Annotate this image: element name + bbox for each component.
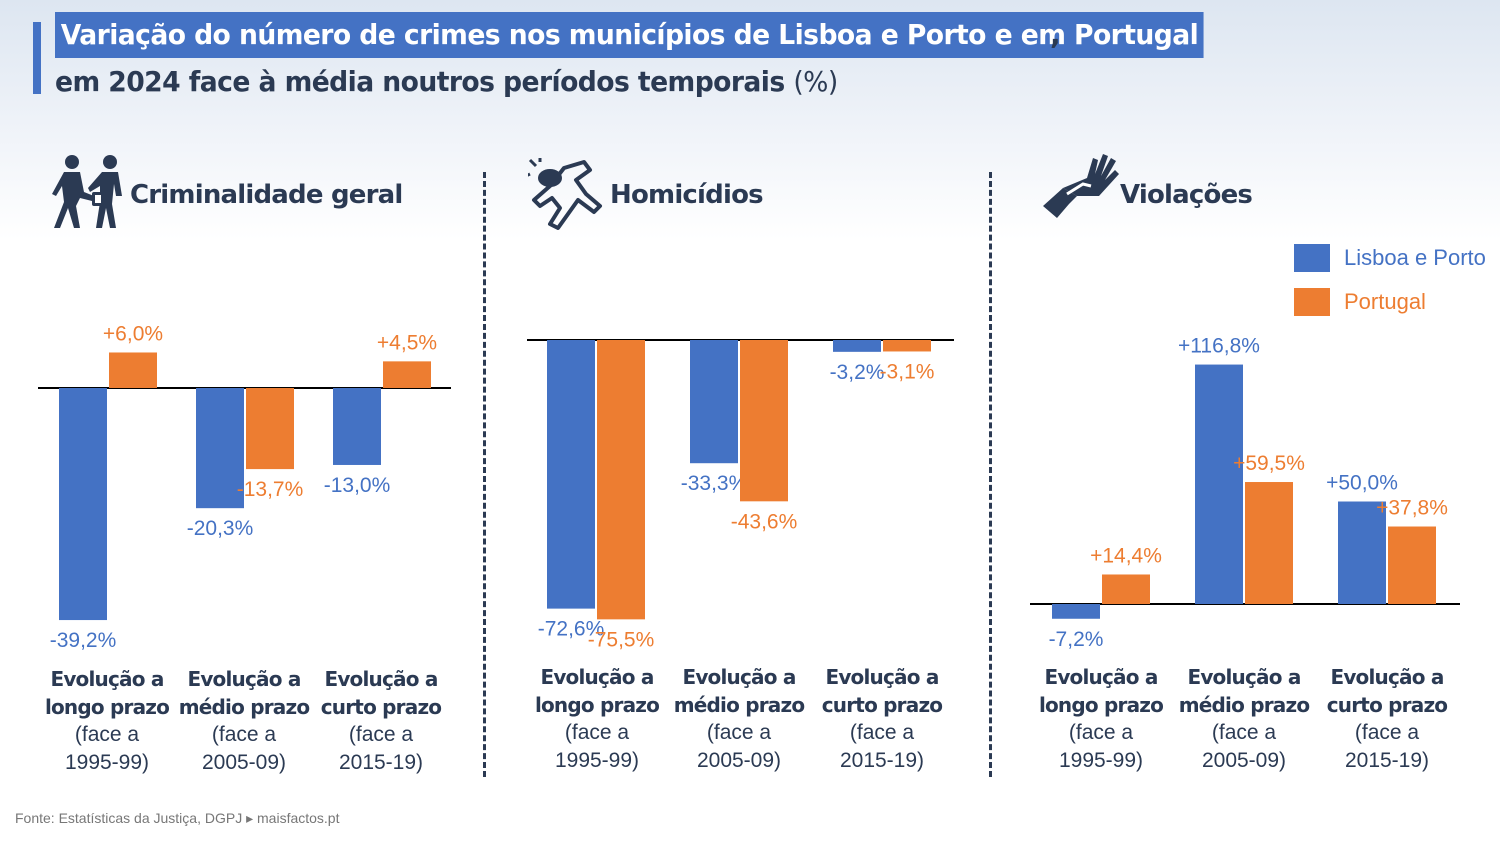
category-label: Evolução a longo prazo (face a 1995-99)	[1038, 665, 1164, 772]
bar	[597, 340, 645, 620]
data-label: -3,1%	[880, 360, 935, 383]
category-label: Evolução a curto prazo (face a 2015-19)	[320, 667, 442, 774]
legend-swatch-portugal	[1294, 288, 1330, 316]
chart-title-line2: em 2024 face à média noutros períodos te…	[55, 60, 838, 104]
homicide-icon	[528, 158, 602, 230]
bar	[1338, 501, 1386, 604]
bar	[59, 388, 107, 621]
category-label: Evolução a médio prazo (face a 2005-09)	[1178, 665, 1310, 772]
data-label: -20,3%	[187, 517, 254, 540]
chart-title-comma: ,	[1050, 18, 1061, 51]
data-label: +14,4%	[1090, 544, 1162, 567]
legend-item-portugal: Portugal	[1294, 288, 1494, 318]
legend-label-lisboa-porto: Lisboa e Porto	[1344, 245, 1486, 270]
panel-divider-2	[989, 172, 992, 777]
data-label: -33,3%	[681, 472, 748, 495]
bar	[883, 340, 931, 352]
data-label: +37,8%	[1376, 497, 1448, 520]
category-label: Evolução a curto prazo (face a 2015-19)	[1326, 665, 1448, 772]
category-label: Evolução a longo prazo (face a 1995-99)	[44, 667, 170, 774]
bar	[690, 340, 738, 464]
data-label: +6,0%	[103, 322, 163, 345]
data-label: -13,0%	[324, 474, 391, 497]
data-label: +4,5%	[377, 331, 437, 354]
bar	[196, 388, 244, 509]
data-label: -13,7%	[237, 478, 304, 501]
data-label: -7,2%	[1049, 628, 1104, 651]
title-accent-bar	[33, 22, 41, 94]
data-label: -43,6%	[731, 510, 798, 533]
panel-title-criminalidade: Criminalidade geral	[130, 180, 403, 210]
chart-title-unit: (%)	[793, 65, 838, 98]
chart-title-line1: Variação do número de crimes nos municíp…	[55, 12, 1204, 58]
data-label: -72,6%	[538, 618, 605, 641]
legend-swatch-lisboa-porto	[1294, 244, 1330, 272]
bar	[383, 361, 431, 388]
bar	[740, 340, 788, 502]
category-label: Evolução a longo prazo (face a 1995-99)	[534, 665, 660, 772]
chart-title-line2-main: em 2024 face à média noutros períodos te…	[55, 65, 785, 98]
data-label: -3,2%	[830, 361, 885, 384]
legend-label-portugal: Portugal	[1344, 289, 1426, 314]
data-label: -39,2%	[50, 629, 117, 652]
data-label: -75,5%	[588, 628, 655, 651]
category-label: Evolução a médio prazo (face a 2005-09)	[673, 665, 805, 772]
bar	[547, 340, 595, 609]
bar	[1245, 482, 1293, 604]
bar	[1102, 574, 1150, 604]
bar	[246, 388, 294, 470]
bar	[109, 352, 157, 388]
panel-title-homicidios: Homicídios	[610, 180, 764, 210]
category-label: Evolução a curto prazo (face a 2015-19)	[821, 665, 943, 772]
panel-divider-1	[483, 172, 486, 777]
bar	[1195, 364, 1243, 604]
bar	[1388, 526, 1436, 604]
legend-item-lisboa-porto: Lisboa e Porto	[1294, 244, 1494, 274]
bar	[1052, 604, 1100, 619]
data-label: +116,8%	[1178, 335, 1260, 358]
criminal-icon	[52, 155, 122, 228]
category-label: Evolução a médio prazo (face a 2005-09)	[178, 667, 310, 774]
panel-title-violacoes: Violações	[1120, 180, 1253, 210]
source-footer: Fonte: Estatísticas da Justiça, DGPJ ▸ m…	[15, 810, 340, 826]
bar	[833, 340, 881, 352]
data-label: +50,0%	[1326, 472, 1398, 495]
bar	[333, 388, 381, 465]
data-label: +59,5%	[1233, 452, 1305, 475]
violence-icon	[1043, 154, 1119, 218]
